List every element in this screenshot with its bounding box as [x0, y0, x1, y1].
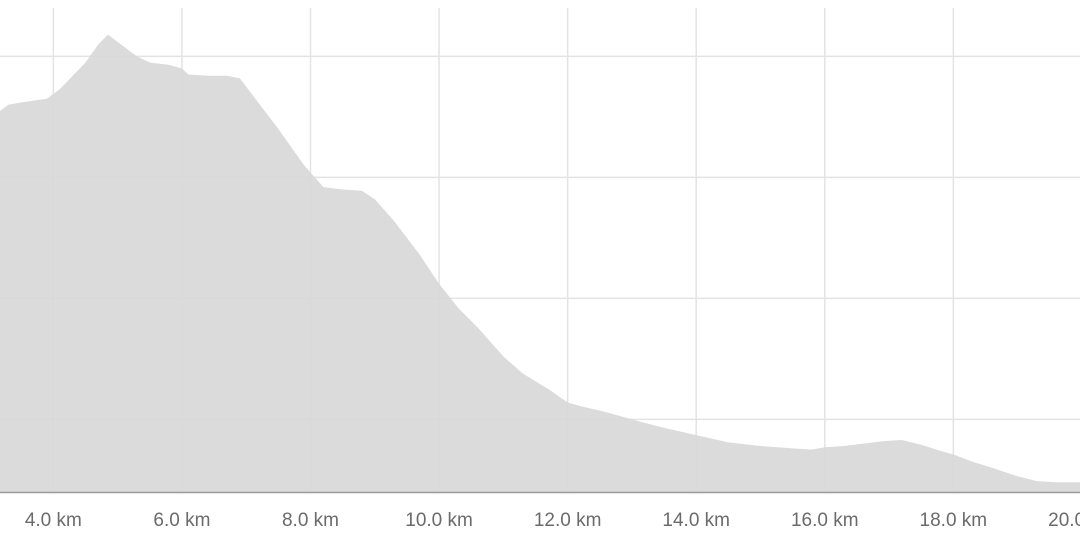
- elevation-area: [0, 34, 1080, 492]
- x-tick-label-3: 10.0 km: [405, 510, 473, 531]
- x-tick-label-4: 12.0 km: [534, 510, 602, 531]
- x-tick-label-0: 4.0 km: [25, 510, 82, 531]
- x-tick-label-8: 20.0 km: [1048, 510, 1080, 531]
- x-axis-tick-labels: 4.0 km 6.0 km 8.0 km 10.0 km 12.0 km 14.0 km 1…: [25, 510, 1080, 531]
- x-tick-label-5: 14.0 km: [662, 510, 730, 531]
- x-tick-label-7: 18.0 km: [920, 510, 988, 531]
- x-tick-label-2: 8.0 km: [282, 510, 339, 531]
- x-tick-label-1: 6.0 km: [153, 510, 210, 531]
- x-tick-label-6: 16.0 km: [791, 510, 859, 531]
